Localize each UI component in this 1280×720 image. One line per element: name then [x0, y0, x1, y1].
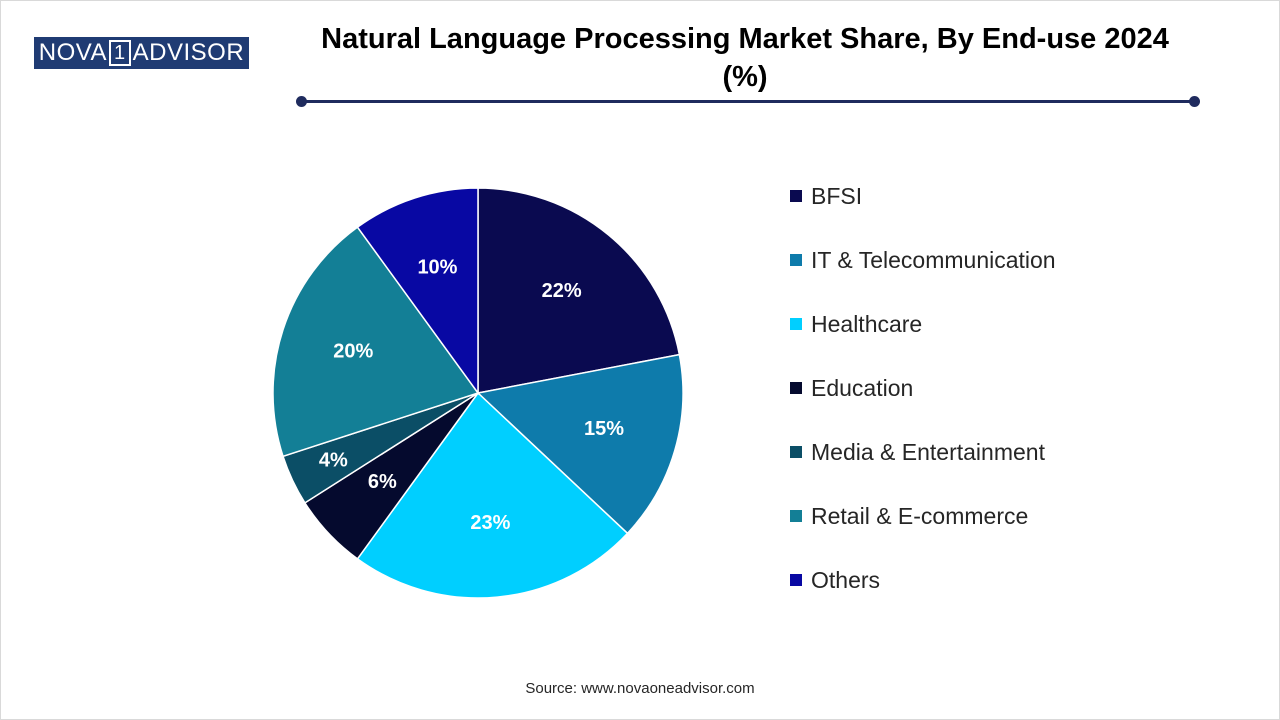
chart-title-line-2: (%)	[722, 61, 768, 93]
logo-text-one: 1	[109, 40, 131, 66]
legend-label: Retail & E-commerce	[811, 502, 1029, 529]
data-label-bfsi: 22%	[542, 280, 582, 302]
title-underline-left-dot	[296, 96, 307, 107]
brand-logo: NOVA 1 ADVISOR	[34, 37, 249, 69]
legend-swatch	[790, 574, 802, 586]
legend-item-retail-e-commerce: Retail & E-commerce	[790, 484, 1210, 548]
legend-swatch	[790, 446, 802, 458]
pie-slice-others	[356, 187, 479, 396]
legend-label: BFSI	[811, 182, 863, 209]
pie-slice-retail-e-commerce	[272, 226, 480, 458]
pie-chart: 22% 15% 23% 6% 4% 20% 10%	[272, 187, 684, 599]
pie-slice-healthcare	[356, 391, 629, 599]
legend-item-it-telecommunication: IT & Telecommunication	[790, 228, 1210, 292]
legend-item-healthcare: Healthcare	[790, 292, 1210, 356]
legend-swatch	[790, 510, 802, 522]
legend-label: Healthcare	[811, 310, 923, 337]
pie-slice-it-telecommunication	[476, 353, 684, 535]
data-label-retail-e-commerce: 20%	[333, 341, 373, 363]
data-label-it-telecommunication: 15%	[584, 418, 624, 440]
legend-item-others: Others	[790, 548, 1210, 612]
legend-label: Education	[811, 374, 914, 401]
legend-swatch	[790, 190, 802, 202]
data-label-education: 6%	[368, 471, 397, 493]
legend-item-bfsi: BFSI	[790, 164, 1210, 228]
legend-label: IT & Telecommunication	[811, 246, 1056, 273]
chart-title-line-1: Natural Language Processing Market Share…	[321, 23, 1169, 55]
legend-item-education: Education	[790, 356, 1210, 420]
pie-slice-bfsi	[477, 187, 681, 394]
logo-text-nova: NOVA	[38, 39, 108, 66]
title-underline	[300, 100, 1196, 103]
data-label-healthcare: 23%	[470, 512, 510, 534]
legend-item-media-entertainment: Media & Entertainment	[790, 420, 1210, 484]
legend-swatch	[790, 318, 802, 330]
legend-label: Media & Entertainment	[811, 438, 1045, 465]
title-underline-right-dot	[1189, 96, 1200, 107]
data-label-media-entertainment: 4%	[319, 449, 348, 471]
data-label-others: 10%	[417, 257, 457, 279]
legend-swatch	[790, 382, 802, 394]
legend-swatch	[790, 254, 802, 266]
source-note: Source: www.novaoneadvisor.com	[525, 680, 755, 697]
logo-text-advisor: ADVISOR	[132, 39, 245, 66]
chart-title: Natural Language Processing Market Share…	[270, 20, 1220, 96]
legend-label: Others	[811, 566, 881, 593]
chart-legend: BFSI IT & Telecommunication Healthcare Educ…	[790, 178, 1210, 626]
